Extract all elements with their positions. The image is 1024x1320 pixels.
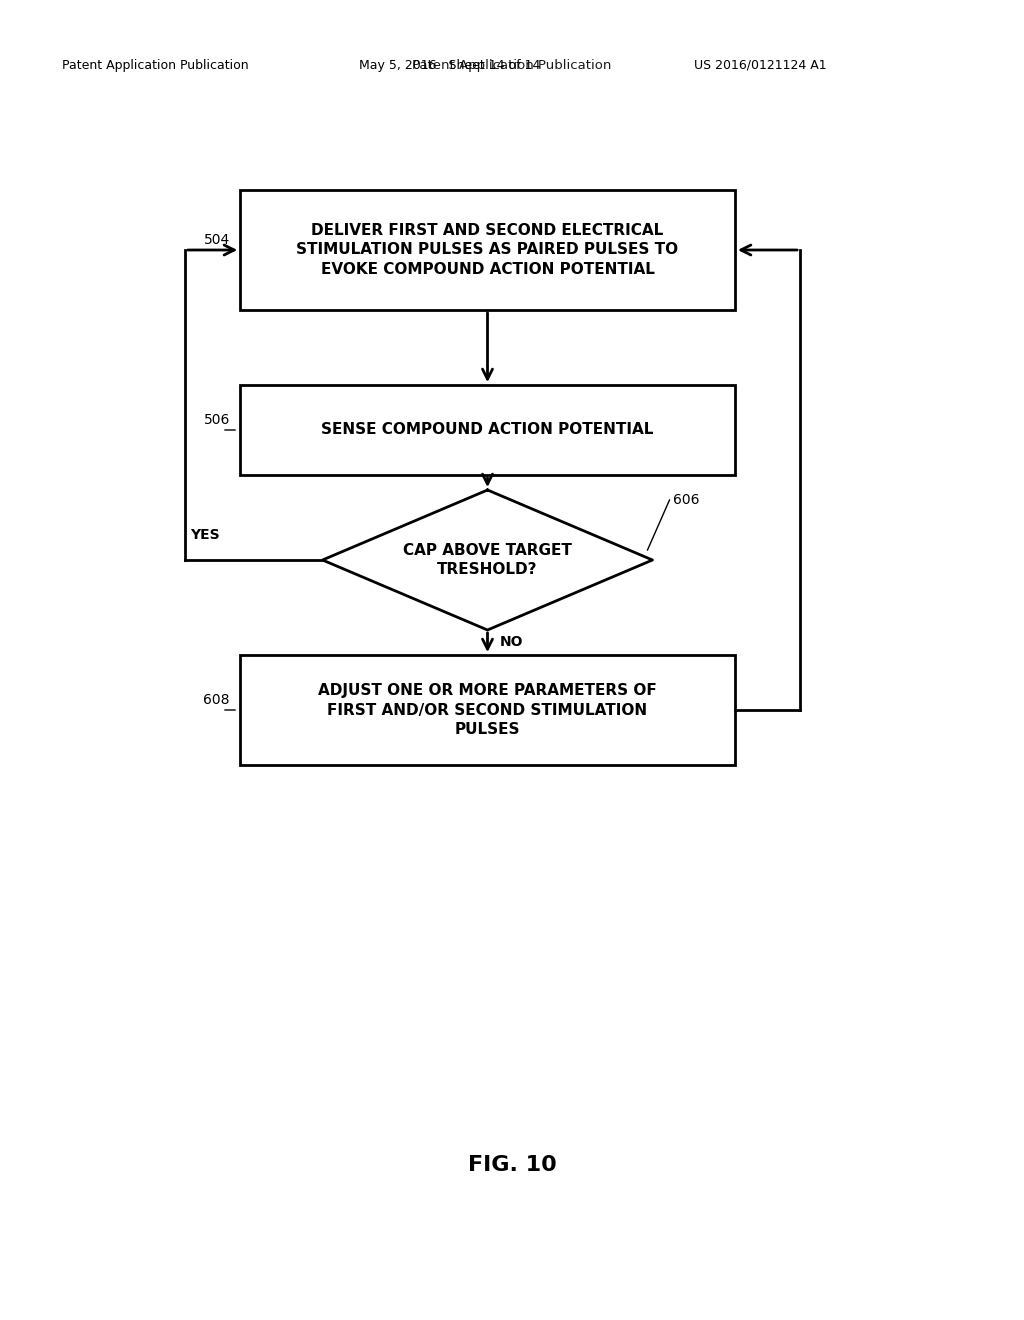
Bar <box>240 385 735 475</box>
Text: 506: 506 <box>204 413 230 426</box>
Text: Patent Application Publication: Patent Application Publication <box>413 58 611 71</box>
Text: NO: NO <box>500 635 523 649</box>
Text: 608: 608 <box>204 693 230 708</box>
Text: YES: YES <box>190 528 219 543</box>
Text: FIG. 10: FIG. 10 <box>468 1155 556 1175</box>
Text: US 2016/0121124 A1: US 2016/0121124 A1 <box>693 58 826 71</box>
Text: Patent Application Publication: Patent Application Publication <box>61 58 248 71</box>
Bar <box>240 655 735 766</box>
Bar <box>240 190 735 310</box>
Text: 606: 606 <box>673 492 699 507</box>
Text: SENSE COMPOUND ACTION POTENTIAL: SENSE COMPOUND ACTION POTENTIAL <box>322 422 653 437</box>
Text: DELIVER FIRST AND SECOND ELECTRICAL
STIMULATION PULSES AS PAIRED PULSES TO
EVOKE: DELIVER FIRST AND SECOND ELECTRICAL STIM… <box>296 223 679 277</box>
Text: ADJUST ONE OR MORE PARAMETERS OF
FIRST AND/OR SECOND STIMULATION
PULSES: ADJUST ONE OR MORE PARAMETERS OF FIRST A… <box>318 682 656 738</box>
Text: May 5, 2016   Sheet 14 of 14: May 5, 2016 Sheet 14 of 14 <box>359 58 541 71</box>
Text: CAP ABOVE TARGET
TRESHOLD?: CAP ABOVE TARGET TRESHOLD? <box>403 543 572 577</box>
Text: 504: 504 <box>204 234 230 247</box>
